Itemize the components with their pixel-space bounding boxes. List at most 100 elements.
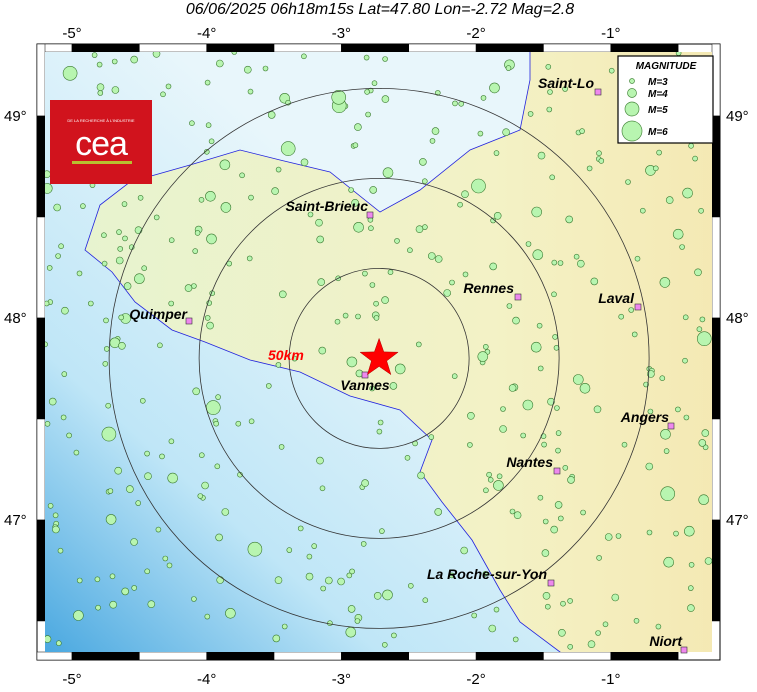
city-marker-icon <box>667 422 675 430</box>
earthquake-marker <box>448 572 455 579</box>
earthquake-marker <box>130 55 138 64</box>
earthquake-marker <box>557 515 564 522</box>
earthquake-marker <box>391 632 397 639</box>
earthquake-marker <box>109 600 117 609</box>
earthquake-marker <box>275 166 282 173</box>
earthquake-marker <box>407 582 414 589</box>
earthquake-marker <box>394 238 400 244</box>
earthquake-marker <box>415 225 424 233</box>
earthquake-marker <box>663 556 675 568</box>
earthquake-marker <box>141 265 147 272</box>
city-label: La Roche-sur-Yon <box>427 566 547 582</box>
earthquake-marker <box>659 375 666 382</box>
earthquake-marker <box>552 334 558 340</box>
frame-stripe <box>206 43 275 53</box>
earthquake-marker <box>698 439 707 447</box>
earthquake-marker <box>593 405 602 414</box>
frame-stripe <box>71 43 140 53</box>
earthquake-marker <box>215 533 223 542</box>
latitude-tick-label: 47° <box>4 512 27 529</box>
earthquake-marker <box>76 577 83 584</box>
earthquake-marker <box>373 315 380 321</box>
earthquake-marker <box>334 318 341 325</box>
earthquake-marker <box>117 246 123 252</box>
earthquake-marker <box>46 265 53 271</box>
earthquake-marker <box>351 199 359 207</box>
earthquake-marker <box>53 203 62 212</box>
earthquake-marker <box>541 549 550 557</box>
frame-stripe <box>36 519 46 622</box>
frame-stripe <box>543 43 612 53</box>
earthquake-marker <box>634 255 641 262</box>
city-label: Saint-Brieuc <box>286 198 369 214</box>
earthquake-marker <box>317 278 326 286</box>
earthquake-marker <box>134 226 143 234</box>
earthquake-marker <box>297 525 304 532</box>
earthquake-marker <box>354 123 362 131</box>
earthquake-marker <box>324 576 333 585</box>
earthquake-marker <box>239 172 245 179</box>
earthquake-marker <box>155 526 162 533</box>
city-laval: Laval <box>598 290 642 311</box>
earthquake-marker <box>615 533 622 539</box>
earthquake-marker <box>692 155 698 162</box>
earthquake-marker <box>191 596 197 602</box>
earthquake-marker <box>368 225 374 231</box>
earthquake-marker <box>551 291 557 298</box>
earthquake-marker <box>286 547 293 553</box>
earthquake-marker <box>199 452 205 459</box>
city-rennes: Rennes <box>463 280 522 301</box>
earthquake-marker <box>140 397 146 404</box>
earthquake-marker <box>216 576 224 584</box>
earthquake-marker <box>247 541 263 557</box>
earthquake-marker <box>365 111 371 118</box>
city-marker-icon <box>361 371 369 379</box>
epicenter-star-icon[interactable] <box>359 337 399 376</box>
earthquake-marker <box>369 186 378 194</box>
earthquake-marker <box>525 241 532 247</box>
earthquake-marker <box>547 397 555 406</box>
earthquake-marker <box>431 127 440 135</box>
earthquake-marker <box>204 613 211 620</box>
earthquake-marker <box>45 341 48 348</box>
earthquake-marker <box>275 362 282 368</box>
earthquake-marker <box>537 365 544 372</box>
earthquake-marker <box>428 434 435 440</box>
earthquake-marker <box>377 419 384 426</box>
earthquake-marker <box>204 149 210 155</box>
earthquake-marker <box>381 641 388 648</box>
earthquake-marker <box>118 341 126 350</box>
city-vannes: Vannes <box>340 371 390 393</box>
earthquake-marker <box>449 279 455 286</box>
earthquake-marker <box>471 612 478 619</box>
earthquake-marker <box>652 165 659 172</box>
map-title: 06/06/2025 06h18m15s Lat=47.80 Lon=-2.72… <box>186 1 574 18</box>
city-saint-lo: Saint-Lo <box>538 75 602 96</box>
earthquake-marker <box>45 421 51 427</box>
earthquake-marker <box>301 53 307 60</box>
earthquake-marker <box>471 178 486 194</box>
city-marker-icon <box>547 579 555 587</box>
earthquake-marker <box>461 190 469 198</box>
earthquake-marker <box>221 508 230 516</box>
earthquake-marker <box>628 307 635 313</box>
earthquake-marker <box>499 425 507 433</box>
city-marker-icon <box>366 211 374 219</box>
earthquake-marker <box>506 303 513 309</box>
earthquake-marker <box>546 106 553 113</box>
city-label: Rennes <box>463 280 514 296</box>
earthquake-marker <box>137 195 144 201</box>
earthquake-marker <box>633 617 640 624</box>
earthquake-marker <box>316 456 324 465</box>
earthquake-marker <box>675 406 681 413</box>
earthquake-marker <box>48 397 57 406</box>
earthquake-marker <box>197 493 204 499</box>
earthquake-marker <box>696 331 712 347</box>
earthquake-marker <box>45 300 50 307</box>
earthquake-marker <box>422 597 429 604</box>
earthquake-marker <box>596 555 602 561</box>
earthquake-marker <box>379 528 385 534</box>
latitude-tick-label: 49° <box>726 108 749 125</box>
earthquake-marker <box>354 618 361 624</box>
earthquake-marker <box>673 530 679 537</box>
